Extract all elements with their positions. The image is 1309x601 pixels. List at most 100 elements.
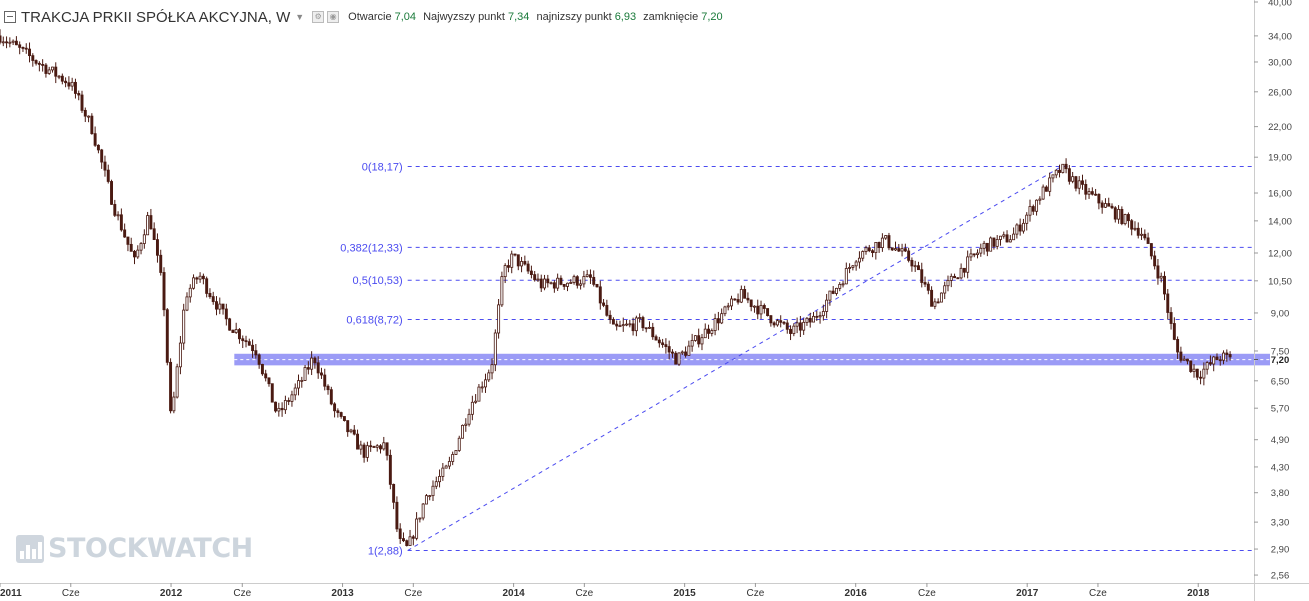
candle-body xyxy=(579,283,583,286)
candle-body xyxy=(1031,206,1035,212)
candle-body xyxy=(70,81,74,87)
y-axis[interactable]: 40,00 34,00 30,00 26,00 22,00 19,00 16,00 14,00… xyxy=(1254,0,1292,582)
candle-body xyxy=(936,301,940,304)
candle-body xyxy=(611,319,615,325)
candle-body xyxy=(283,400,287,411)
watermark-text: STOCKWATCH xyxy=(48,533,253,564)
y-tick-label: 2,90 xyxy=(1271,545,1290,556)
candlesticks xyxy=(0,29,1232,547)
y-tick-label: 7,50 xyxy=(1271,346,1290,357)
candle-body xyxy=(1051,174,1055,179)
candle-body xyxy=(336,410,340,413)
candle-body xyxy=(5,41,9,44)
candle-body xyxy=(592,276,596,285)
candle-body xyxy=(985,242,989,252)
candle-body xyxy=(1,41,5,44)
candle-body xyxy=(1008,239,1012,243)
chevron-down-icon[interactable]: ▼ xyxy=(295,12,305,22)
candle-body xyxy=(1215,356,1219,361)
candle-body xyxy=(1103,203,1107,208)
collapse-icon[interactable] xyxy=(4,11,16,23)
candle-body xyxy=(342,416,346,421)
fibonacci-retracement[interactable]: 0(18,17) 0,382(12,33) 0,5(10,53) 0,618(8,72… xyxy=(340,162,1254,558)
y-tick-label: 26,00 xyxy=(1268,87,1292,98)
candle-body xyxy=(24,47,28,50)
candle-body xyxy=(523,261,527,265)
candle-body xyxy=(697,335,701,345)
candle-body xyxy=(615,323,619,327)
candle-body xyxy=(1110,205,1114,209)
candle-body xyxy=(710,330,714,334)
candle-body xyxy=(1130,220,1134,230)
candle-body xyxy=(1228,354,1232,358)
ohlc-legend: Otwarcie 7,04 Najwyzszy punkt 7,34 najnizs… xyxy=(348,11,726,23)
candle-body xyxy=(359,444,363,450)
candle-body xyxy=(529,270,533,276)
y-tick-label: 3,30 xyxy=(1271,518,1290,529)
candle-body xyxy=(654,336,658,341)
candle-body xyxy=(165,309,169,363)
candle-body xyxy=(664,344,668,347)
candle-body xyxy=(310,357,314,370)
candle-body xyxy=(487,372,491,381)
y-tick-label: 5,70 xyxy=(1271,404,1290,415)
candle-body xyxy=(424,495,428,505)
candle-body xyxy=(572,276,576,283)
candle-body xyxy=(992,237,996,247)
candle-body xyxy=(877,242,881,249)
candle-body xyxy=(857,257,861,263)
y-tick-label: 40,00 xyxy=(1268,0,1292,9)
candle-body xyxy=(792,325,796,334)
candle-body xyxy=(1064,163,1068,170)
candle-body xyxy=(1028,206,1032,216)
candle-body xyxy=(352,429,356,435)
symbol-title[interactable]: TRAKCJA PRKII SPÓŁKA AKCYJNA, W xyxy=(21,8,291,26)
candle-body xyxy=(339,412,343,417)
hide-icon[interactable]: ◉ xyxy=(327,11,340,23)
candle-body xyxy=(861,251,865,259)
candle-body xyxy=(887,235,891,249)
settings-icon[interactable]: ⚙ xyxy=(312,11,325,23)
candle-body xyxy=(415,518,419,539)
candle-body xyxy=(1140,233,1143,236)
candle-body xyxy=(90,115,94,135)
candle-body xyxy=(270,383,274,403)
candle-body xyxy=(1071,176,1075,182)
candle-body xyxy=(329,389,333,405)
candle-body xyxy=(1212,356,1216,365)
candle-body xyxy=(1176,339,1180,353)
candle-body xyxy=(1159,275,1163,279)
candle-body xyxy=(674,352,678,365)
candle-body xyxy=(831,290,835,294)
candle-body xyxy=(848,267,852,269)
candle-body xyxy=(979,247,983,254)
candle-body xyxy=(277,407,281,412)
candle-body xyxy=(133,250,136,258)
candle-body xyxy=(999,235,1002,240)
candle-body xyxy=(851,265,855,268)
candle-body xyxy=(241,338,245,342)
candle-body xyxy=(106,169,110,182)
candle-body xyxy=(290,394,294,402)
candle-body xyxy=(871,250,875,253)
candle-body xyxy=(661,342,665,346)
candle-body xyxy=(47,69,51,74)
candle-body xyxy=(395,501,399,530)
candle-body xyxy=(129,243,133,252)
candle-body xyxy=(116,214,120,217)
candle-body xyxy=(838,283,842,289)
candle-body xyxy=(326,385,330,391)
candle-body xyxy=(510,253,514,268)
candle-body xyxy=(484,379,487,388)
candle-body xyxy=(874,242,878,253)
candle-body xyxy=(749,299,753,307)
candle-body xyxy=(798,322,802,331)
candle-body xyxy=(1189,360,1193,372)
candle-body xyxy=(365,445,369,458)
candle-body xyxy=(392,483,396,503)
candle-body xyxy=(621,324,625,327)
candle-body xyxy=(1107,203,1111,207)
x-axis[interactable]: 2011 Cze 2012 Cze 2013 Cze 2014 Cze 2015 Cze 2016 C… xyxy=(0,583,1210,599)
candle-body xyxy=(1097,193,1101,204)
